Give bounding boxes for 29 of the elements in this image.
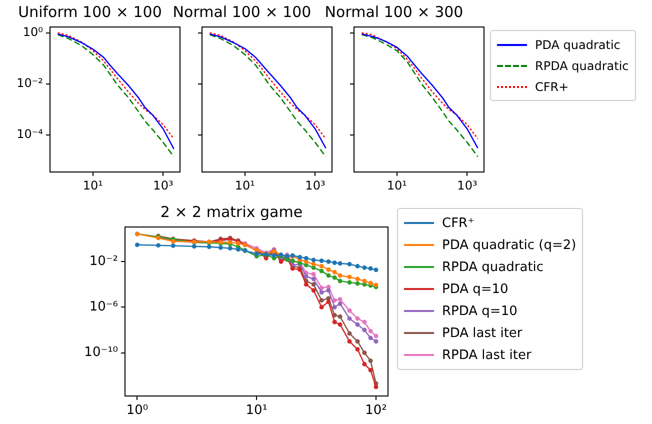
y-tick-label: 10⁻⁶: [89, 300, 118, 315]
legend-label: PDA quadratic (q=2): [442, 238, 576, 252]
chart-title: Normal 100 × 100: [172, 2, 312, 21]
x-tick-label: 10¹: [234, 178, 256, 192]
y-tick-label: 10⁻¹⁰: [84, 345, 118, 360]
legend-label: PDA last iter: [442, 326, 522, 340]
x-tick-label: 10¹: [82, 178, 104, 192]
x-tick-label: 10³: [305, 178, 326, 192]
x-tick-label: 10¹: [246, 403, 268, 418]
legend-label: PDA quadratic: [535, 38, 620, 52]
legend-label: CFR⁺: [442, 216, 474, 230]
legend-label: PDA q=10: [442, 282, 508, 296]
x-tick-label: 10³: [153, 178, 174, 192]
x-tick-label: 10⁰: [126, 403, 148, 418]
y-tick-label: 10⁰: [22, 25, 44, 39]
legend-label: CFR+: [535, 80, 569, 94]
legend-label: RPDA quadratic: [442, 260, 544, 274]
y-tick-label: 10⁻²: [16, 76, 44, 90]
legend-label: RPDA quadratic: [535, 58, 629, 72]
chart-title: Uniform 100 × 100: [18, 2, 162, 21]
y-tick-label: 10⁻²: [89, 254, 118, 270]
x-tick-label: 10²: [365, 403, 387, 418]
legend-label: RPDA last iter: [442, 348, 532, 362]
chart-title: Normal 100 × 300: [324, 2, 464, 21]
y-tick-label: 10⁻⁴: [16, 127, 44, 141]
x-tick-label: 10³: [457, 178, 478, 192]
x-tick-label: 10¹: [386, 178, 408, 192]
legend-label: RPDA q=10: [442, 304, 518, 318]
chart-title: 2 × 2 matrix game: [160, 202, 303, 221]
